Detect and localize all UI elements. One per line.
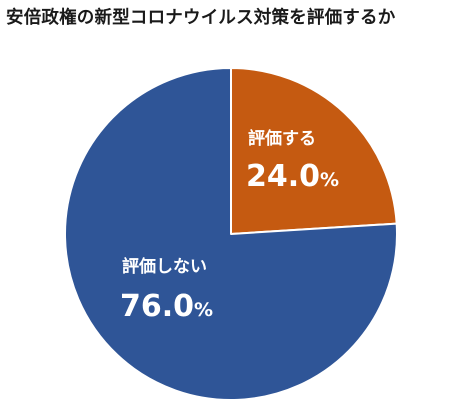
slice-unit-hyoka-shinai: % [194, 299, 213, 321]
slice-label-hyoka-shinai: 評価しない 76.0% [120, 256, 213, 324]
slice-name-hyoka-shinai: 評価しない [122, 256, 207, 277]
pie-slice-1 [64, 67, 398, 401]
pie-slice-0 [230, 67, 398, 235]
slice-label-hyoka-suru: 評価する 24.0% [246, 128, 339, 194]
pie-slices [64, 67, 398, 401]
slice-value-hyoka-shinai: 76.0% [120, 289, 213, 324]
slice-value-hyoka-suru: 24.0% [246, 159, 339, 194]
slice-number-hyoka-shinai: 76.0 [120, 289, 194, 324]
slice-number-hyoka-suru: 24.0 [246, 159, 320, 194]
chart-title: 安倍政権の新型コロナウイルス対策を評価するか [6, 8, 396, 28]
slice-name-hyoka-suru: 評価する [248, 128, 316, 149]
slice-unit-hyoka-suru: % [320, 169, 339, 191]
